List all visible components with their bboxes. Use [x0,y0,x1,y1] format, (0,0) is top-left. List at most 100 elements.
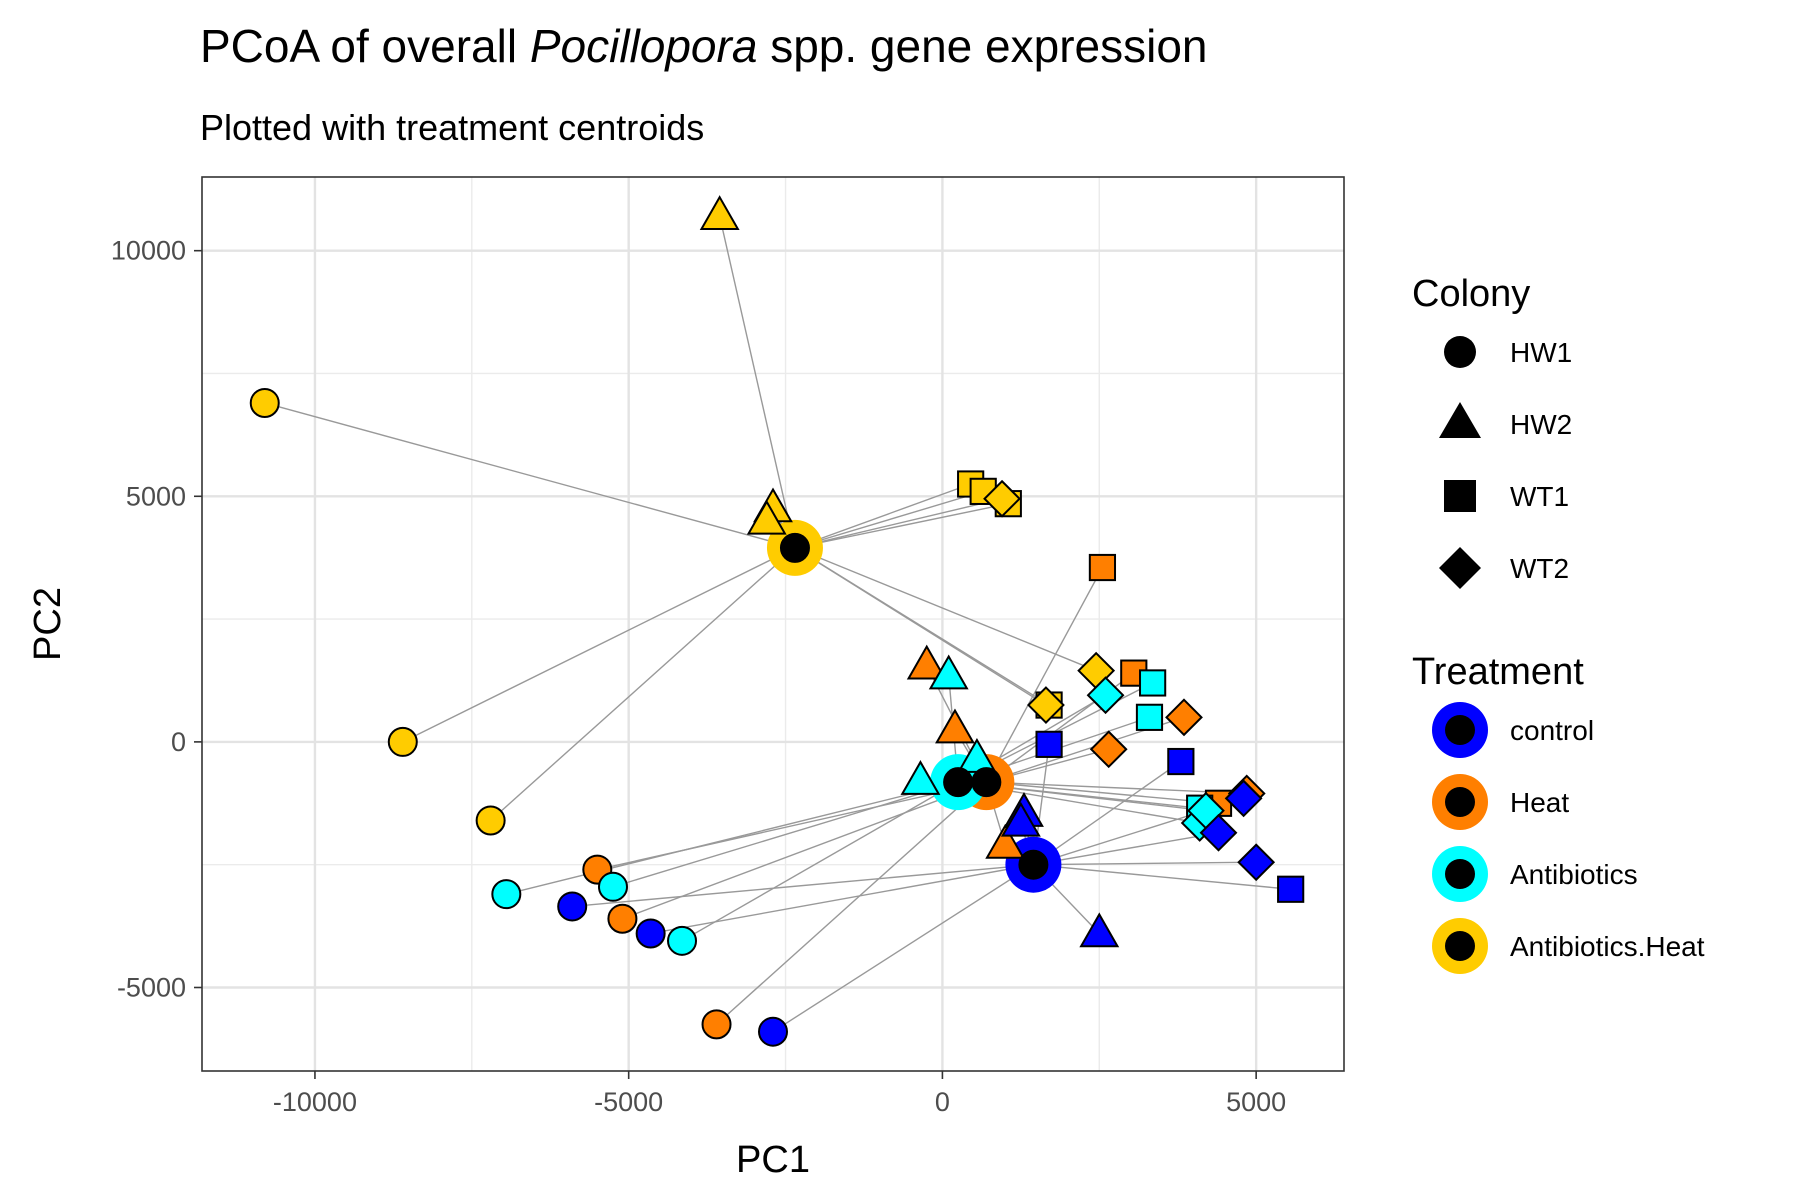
legend-label-wt1: WT1 [1510,481,1569,512]
point-hw1-control [758,1016,788,1047]
point-hw1-antibiotics [667,925,698,956]
point-hw1-control [635,918,666,949]
centroid-link [794,502,1009,549]
centroid-link [1033,863,1291,890]
point-hw2-heat [906,644,947,680]
legend: Colony HW1 HW2 WT1 WT2 Treatment control Hea… [1412,273,1705,974]
chart-subtitle: Plotted with treatment centroids [200,107,704,148]
point-wt2-antibiotics_heat [1027,686,1065,724]
point-wt1-antibiotics [1135,703,1164,731]
legend-label-wt2: WT2 [1510,553,1569,584]
y-tick-label: 5000 [126,481,186,511]
centroid-link [402,547,796,743]
centroid-dot-control [1018,849,1049,880]
y-tick-label: 10000 [111,236,186,266]
legend-label-heat: Heat [1510,787,1569,818]
y-tick-label: -5000 [117,972,186,1002]
legend-dot-antibiotics_heat [1445,931,1475,961]
centroid-link [772,864,1034,1033]
legend-key-wt1 [1444,480,1476,512]
point-hw1-antibiotics_heat [475,805,506,836]
point-wt2-control [1237,843,1276,882]
point-wt1-control [1035,730,1063,758]
data-points [249,195,1305,1047]
centroid-link [264,402,796,549]
legend-label-antibiotics_heat: Antibiotics.Heat [1510,931,1705,962]
centroid-link [1032,760,1182,866]
legend-title-colony: Colony [1412,273,1530,315]
centroid-link [612,781,959,888]
centroid-link [1033,861,1257,866]
legend-dot-heat [1445,787,1475,817]
centroid-link [718,216,796,549]
centroid-link [794,547,1047,706]
legend-label-control: control [1510,715,1594,746]
point-wt1-heat [1088,553,1117,582]
centroid-dot-heat [971,767,1002,798]
point-hw2-control [1000,801,1041,837]
point-hw1-control [557,891,588,922]
y-axis: -5000 0 5000 10000 [111,236,202,1002]
x-tick-label: 0 [935,1087,950,1117]
point-hw2-heat [985,823,1026,859]
point-hw2-antibiotics [928,654,969,690]
panel-background [202,177,1344,1071]
centroid-link [794,498,1003,549]
x-tick-label: 5000 [1226,1087,1286,1117]
legend-label-antibiotics: Antibiotics [1510,859,1638,890]
chart-title: PCoA of overall Pocillopora spp. gene ex… [200,20,1208,72]
point-wt2-antibiotics_heat [983,479,1021,518]
point-hw1-antibiotics [491,879,522,910]
point-wt2-control [1224,779,1263,818]
centroid-link [794,547,1097,672]
legend-colony-entries: HW1 HW2 WT1 WT2 [1439,336,1572,589]
centroid-link [490,547,796,822]
legend-dot-control [1445,715,1475,745]
centroid-link [1033,832,1219,866]
centroid-link [985,567,1104,783]
plot-panel [201,176,1345,1072]
point-wt1-control [1277,875,1305,903]
point-wt2-antibiotics [1086,676,1125,715]
centroid-link [794,490,984,549]
point-wt2-heat [1165,698,1203,737]
point-hw1-heat [701,1009,732,1040]
legend-key-hw1 [1444,336,1476,368]
point-hw1-antibiotics_heat [387,726,418,757]
point-hw1-heat [607,903,638,934]
centroid-link [716,781,987,1025]
point-hw2-antibiotics [900,760,941,795]
x-tick-label: -5000 [594,1087,663,1117]
point-hw2-antibiotics_heat [699,195,740,231]
legend-key-hw2 [1439,402,1481,438]
centroid-dot-antibiotics_heat [779,532,810,563]
centroid-dots [779,532,1049,880]
centroid-link [572,863,1034,908]
centroid-link [650,864,1034,935]
legend-label-hw2: HW2 [1510,409,1572,440]
grid-minor [202,177,1344,1071]
point-hw2-heat [935,708,975,744]
point-hw1-antibiotics_heat [249,387,280,418]
centroid-link [794,483,971,549]
legend-treatment-entries: control Heat Antibiotics Antibiotics.Heat [1432,702,1705,974]
point-hw2-control [1079,912,1120,948]
y-tick-label: 0 [171,727,186,757]
legend-label-hw1: HW1 [1510,337,1572,368]
point-hw2-antibiotics_heat [746,499,787,535]
x-axis-title: PC1 [736,1139,810,1181]
x-axis: -10000 -5000 0 5000 [273,1071,1286,1117]
point-wt1-control [1167,747,1195,776]
centroid-link [681,781,959,942]
centroid-link [506,781,959,895]
legend-dot-antibiotics [1445,859,1475,889]
centroid-link [986,781,1247,795]
y-axis-title: PC2 [27,587,69,661]
point-wt2-heat [1089,730,1128,769]
panel-border [201,176,1345,1072]
point-hw1-antibiotics [597,871,628,902]
x-tick-label: -10000 [273,1087,357,1117]
legend-title-treatment: Treatment [1412,651,1584,693]
centroid-link [986,781,1219,804]
